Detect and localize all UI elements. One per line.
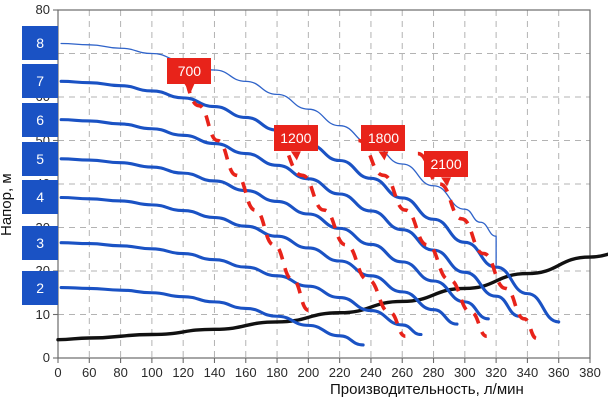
flow-callout-1200: 1200 — [273, 125, 318, 152]
system-curve-layer — [56, 252, 608, 342]
curve-badge-3: 3 — [22, 225, 59, 260]
x-tick-label: 60 — [82, 365, 97, 380]
y-tick-label: 80 — [35, 2, 50, 17]
callout-pointer-1200 — [290, 151, 301, 161]
flow-callout-1800: 1800 — [361, 125, 406, 152]
x-tick-label: 0 — [54, 365, 62, 380]
x-tick-label: 180 — [266, 365, 288, 380]
x-tick-label: 380 — [579, 365, 601, 380]
pump-curves-layer — [59, 42, 561, 347]
pump-curve-4 — [59, 195, 459, 326]
x-tick-label: 160 — [234, 365, 257, 380]
x-tick-label: 140 — [203, 365, 226, 380]
flow-callout-2100: 2100 — [424, 151, 469, 178]
x-tick-label: 100 — [141, 365, 163, 380]
x-tick-label: 280 — [422, 365, 445, 380]
y-axis-title: Напор, м — [0, 173, 15, 236]
curve-badge-5: 5 — [22, 141, 59, 176]
pump-curve-5 — [59, 157, 490, 321]
system-curve — [56, 252, 608, 342]
x-tick-label: 80 — [113, 365, 128, 380]
efficiency-line-700 — [176, 64, 310, 312]
x-tick-label: 260 — [391, 365, 414, 380]
x-tick-label: 300 — [453, 365, 476, 380]
x-tick-label: 220 — [328, 365, 351, 380]
x-tick-label: 320 — [485, 365, 507, 380]
pump-curve-3 — [59, 241, 423, 337]
callout-pointer-700 — [184, 83, 195, 93]
flow-callout-700: 700 — [167, 57, 212, 84]
curve-badge-8: 8 — [22, 26, 59, 61]
efficiency-line-1800 — [357, 138, 488, 339]
efficiency-lines-layer — [176, 64, 538, 341]
pump-curve-8 — [60, 42, 497, 266]
callout-pointer-2100 — [441, 177, 452, 187]
x-tick-label: 240 — [360, 365, 382, 380]
pump-curve-2 — [59, 285, 365, 347]
y-tick-label: 0 — [42, 350, 50, 365]
efficiency-line-1200 — [276, 138, 407, 339]
x-tick-label: 200 — [297, 365, 320, 380]
curve-badge-2: 2 — [22, 270, 59, 305]
curve-badge-4: 4 — [22, 180, 59, 215]
y-tick-label: 10 — [35, 306, 50, 322]
callout-pointer-1800 — [378, 151, 389, 161]
curve-badge-7: 7 — [22, 64, 59, 99]
x-axis-title: Производительность, л/мин — [330, 381, 524, 398]
pump-curve-6 — [59, 118, 522, 318]
x-tick-label: 340 — [516, 365, 539, 380]
x-tick-label: 120 — [172, 365, 195, 380]
efficiency-line-2100 — [417, 151, 538, 341]
curve-badge-6: 6 — [22, 102, 59, 137]
grid-layer — [57, 9, 591, 358]
badge-connectors-layer — [184, 83, 452, 187]
x-tick-label: 360 — [547, 365, 570, 380]
